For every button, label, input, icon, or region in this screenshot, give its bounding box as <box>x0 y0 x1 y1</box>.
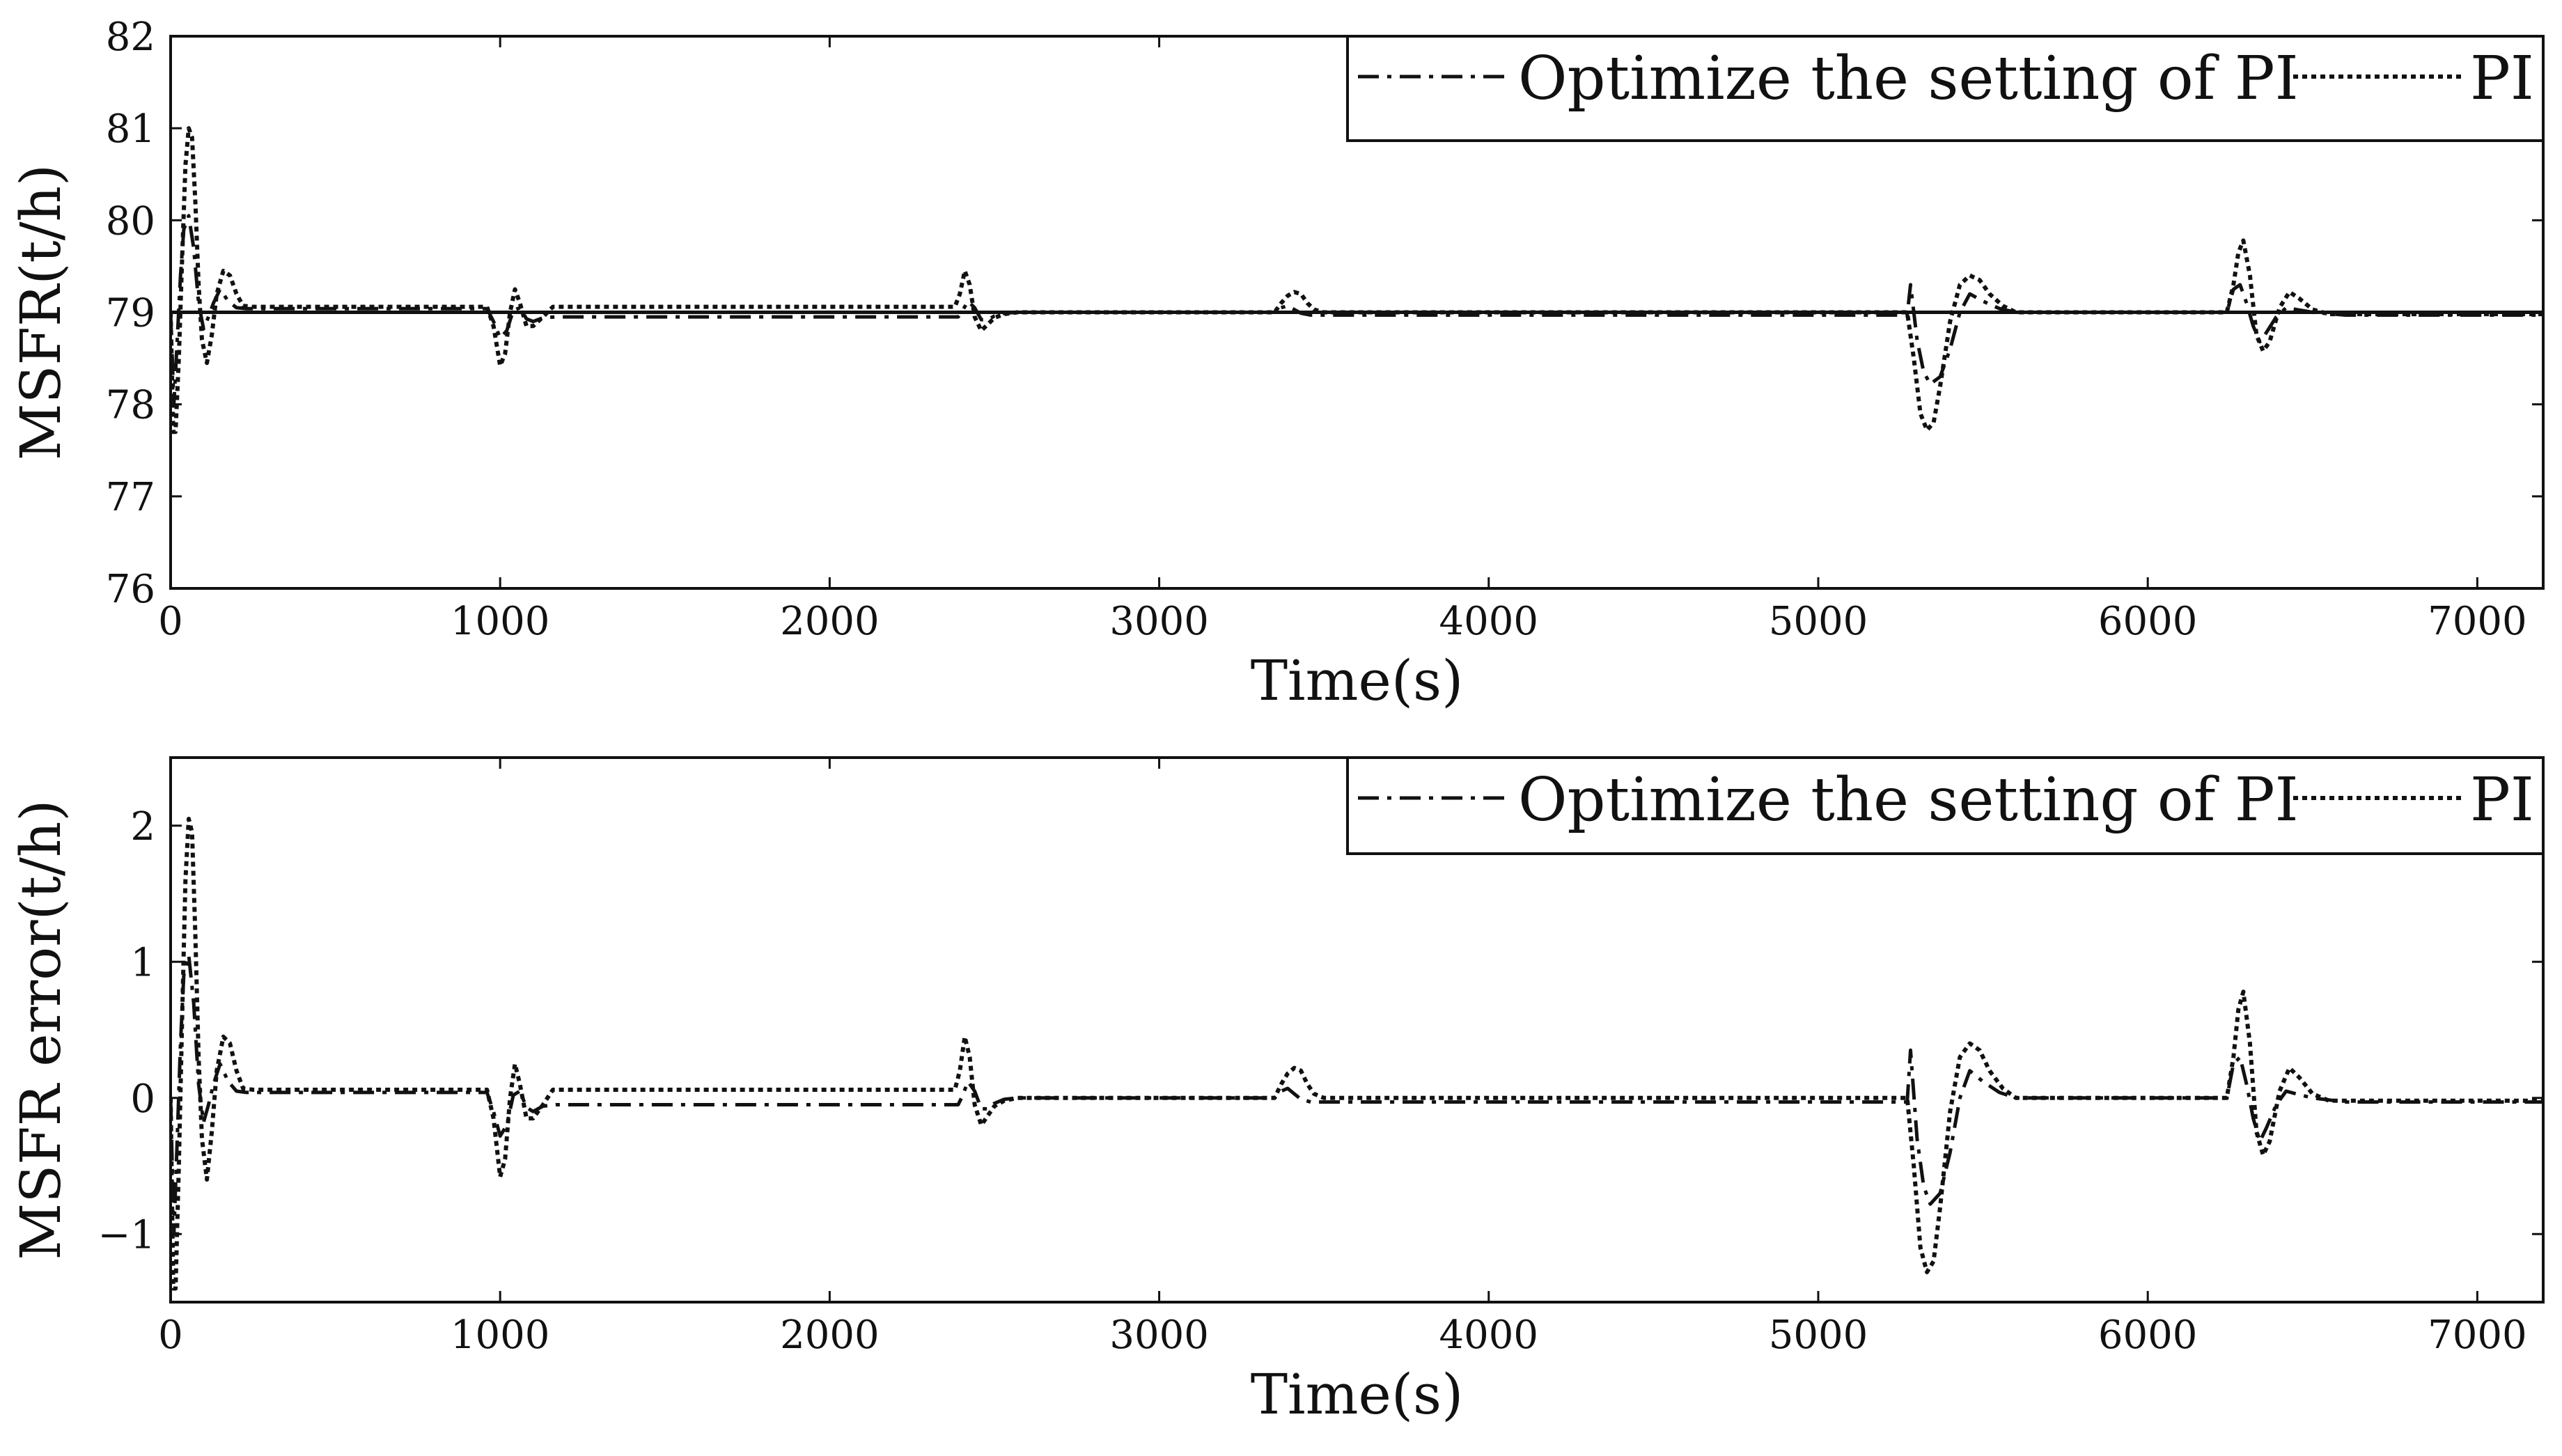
series-pi-line <box>171 128 2543 432</box>
y-tick-label: −1 <box>97 1212 155 1258</box>
chart-msfr: 0 1000 2000 3000 4000 5000 6000 7000 76 77 78 79 80 8… <box>8 15 2543 713</box>
y-tick-label: 80 <box>106 198 155 244</box>
series-pi-line <box>171 819 2543 1289</box>
chart-msfr-error: 0 1000 2000 3000 4000 5000 6000 7000 −1 0 1 2 Optim… <box>8 758 2543 1427</box>
y-tick-label: 1 <box>130 940 155 985</box>
y-tick-label: 82 <box>106 15 155 60</box>
y-axis-label: MSFR(t/h) <box>8 164 73 461</box>
legend: Optimize the setting of PI PI <box>1348 758 2543 854</box>
y-tick-label: 77 <box>106 475 155 520</box>
x-tick-label: 3000 <box>1109 599 1209 644</box>
series-optimized-pi-line <box>171 216 2543 405</box>
legend-label-optimized-pi: Optimize the setting of PI <box>1518 765 2299 835</box>
x-tick-label: 2000 <box>780 599 880 644</box>
x-tick-label: 6000 <box>2098 1313 2198 1358</box>
x-tick-label: 1000 <box>451 1313 550 1358</box>
x-tick-label: 4000 <box>1439 1313 1539 1358</box>
x-tick-label: 3000 <box>1109 1313 1209 1358</box>
y-tick-label: 76 <box>106 567 155 612</box>
x-tick-label: 7000 <box>2428 1313 2527 1358</box>
legend-label-pi: PI <box>2470 44 2534 113</box>
x-tick-label: 5000 <box>1769 599 1868 644</box>
x-tick-label: 0 <box>158 599 183 644</box>
x-tick-label: 1000 <box>451 599 550 644</box>
y-tick-label: 79 <box>106 291 155 336</box>
legend-label-optimized-pi: Optimize the setting of PI <box>1518 44 2299 113</box>
x-tick-label: 0 <box>158 1313 183 1358</box>
x-tick-label: 7000 <box>2428 599 2527 644</box>
y-tick-label: 0 <box>130 1077 155 1122</box>
x-tick-label: 2000 <box>780 1313 880 1358</box>
series-lines <box>171 128 2543 432</box>
series-lines <box>171 819 2543 1289</box>
series-optimized-pi-line <box>171 955 2543 1235</box>
legend-label-pi: PI <box>2470 765 2534 835</box>
x-axis-label: Time(s) <box>1251 1362 1464 1427</box>
y-axis-label: MSFR error(t/h) <box>8 799 73 1260</box>
y-tick-label: 2 <box>130 804 155 850</box>
legend: Optimize the setting of PI PI <box>1348 36 2543 141</box>
x-axis-label: Time(s) <box>1251 648 1464 713</box>
x-tick-label: 4000 <box>1439 599 1539 644</box>
x-tick-label: 5000 <box>1769 1313 1868 1358</box>
figure: 0 1000 2000 3000 4000 5000 6000 7000 76 77 78 79 80 8… <box>0 0 2562 1456</box>
y-tick-label: 78 <box>106 383 155 428</box>
x-tick-label: 6000 <box>2098 599 2198 644</box>
y-tick-label: 81 <box>106 107 155 152</box>
